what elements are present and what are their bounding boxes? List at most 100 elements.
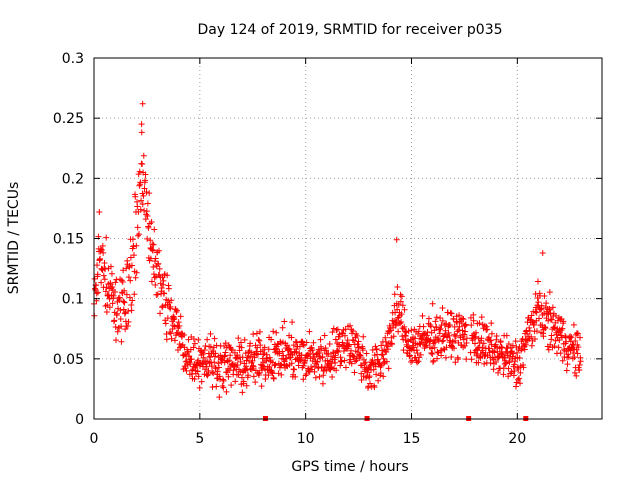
data-point [459,327,466,334]
data-point [537,306,544,313]
data-point [231,363,238,370]
data-point [522,341,529,348]
data-point [563,367,570,374]
data-point [451,345,458,352]
data-point [337,362,344,369]
data-point [394,306,401,313]
data-point [369,357,376,364]
data-point [253,350,260,357]
data-point [500,365,507,372]
data-point [258,383,265,390]
data-point [452,359,459,366]
data-point [93,290,100,297]
data-point [134,203,141,210]
data-point [371,384,378,391]
data-point [486,337,493,344]
data-point [162,320,169,327]
data-point [548,332,555,339]
data-point [224,358,231,365]
data-point [298,338,305,345]
data-point [344,337,351,344]
data-point [114,328,121,335]
data-point [132,193,139,200]
data-point [100,272,107,279]
data-point [109,300,116,307]
data-point [235,335,242,342]
data-point [390,333,397,340]
data-point [143,211,150,218]
data-point [183,358,190,365]
data-point [171,337,178,344]
data-point [570,321,577,328]
data-point [355,338,362,345]
data-point [512,383,519,390]
data-point [354,341,361,348]
data-point [318,345,325,352]
y-tick-label: 0.05 [53,352,84,368]
data-point [461,331,468,338]
data-point [380,360,387,367]
data-point [395,328,402,335]
data-point [317,336,324,343]
data-point [338,358,345,365]
data-point [414,350,421,357]
data-point [313,350,320,357]
data-point [142,171,149,178]
data-point [323,367,330,374]
data-point [268,336,275,343]
data-point [101,259,108,266]
data-point [517,369,524,376]
data-point [362,359,369,366]
data-point [470,317,477,324]
data-point [95,289,102,296]
data-point [129,297,136,304]
data-point [288,334,295,341]
data-point [468,356,475,363]
data-point [384,346,391,353]
data-point [487,360,494,367]
data-point [138,197,145,204]
data-point [296,343,303,350]
data-point [329,374,336,381]
data-point [516,354,523,361]
data-point [567,333,574,340]
data-point [167,330,174,337]
data-point [509,342,516,349]
data-point [173,307,180,314]
data-point [420,323,427,330]
data-point [415,358,422,365]
data-point [448,310,455,317]
data-point [167,303,174,310]
data-point [471,333,478,340]
data-point [447,310,454,317]
data-point [408,327,415,334]
data-point [122,318,129,325]
data-point [432,339,439,346]
data-point [506,359,513,366]
data-point [577,358,584,365]
data-point [478,335,485,342]
data-point [517,380,524,387]
data-point [533,328,540,335]
data-point [297,355,304,362]
data-point [533,309,540,316]
data-point [97,255,104,262]
data-point [154,291,161,298]
data-point [433,314,440,321]
y-tick-label: 0.25 [53,111,84,127]
data-point [332,336,339,343]
data-point [549,304,556,311]
data-point [565,354,572,361]
data-point [327,364,334,371]
data-point [243,363,250,370]
data-point [125,307,132,314]
data-point [421,331,428,338]
data-point [455,356,462,363]
data-point [305,368,312,375]
data-point [205,367,212,374]
data-point [414,359,421,366]
data-point [183,367,190,374]
data-point [129,236,136,243]
data-point [111,288,118,295]
